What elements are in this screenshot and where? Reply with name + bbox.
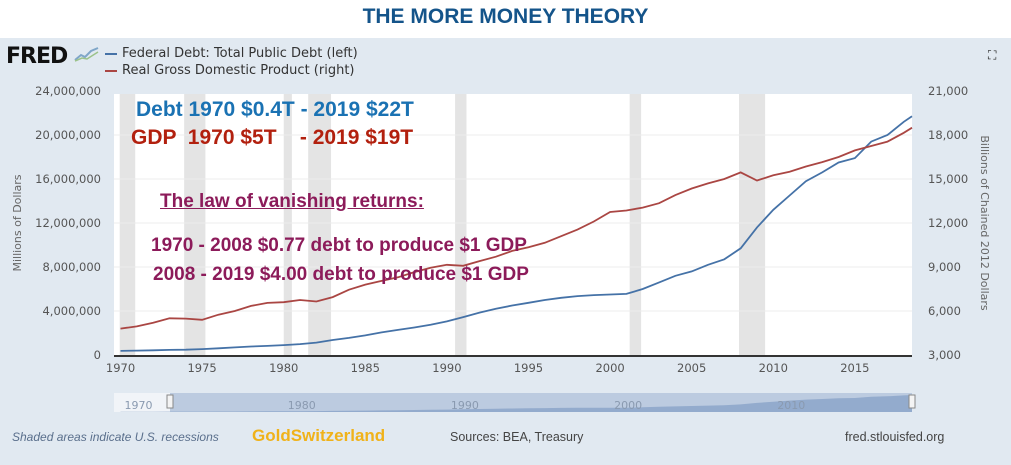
site-link[interactable]: fred.stlouisfed.org <box>845 430 945 444</box>
y-tick-right: 21,000 <box>928 84 968 98</box>
y-tick-left: 8,000,000 <box>42 260 101 274</box>
navigator-series <box>120 395 912 412</box>
x-tick: 2005 <box>677 361 706 375</box>
annotation-line1: 1970 - 2008 $0.77 debt to produce $1 GDP <box>151 235 527 256</box>
recession-band <box>283 94 292 355</box>
legend-swatch <box>105 52 117 55</box>
navigator-handle[interactable] <box>166 394 174 409</box>
recession-band <box>119 94 136 355</box>
series-line-debt <box>120 115 913 352</box>
recession-band <box>184 94 206 355</box>
recession-band <box>629 94 642 355</box>
y-tick-left: 24,000,000 <box>35 84 101 98</box>
y-tick-left: 4,000,000 <box>42 304 101 318</box>
y-axis-label-left: Millions of Dollars <box>11 174 24 271</box>
series-line-gdp <box>120 126 913 330</box>
recession-band <box>308 94 332 355</box>
y-tick-left: 12,000,000 <box>35 216 101 230</box>
navigator-tick: 2000 <box>614 399 642 412</box>
y-tick-left: 0 <box>94 348 101 362</box>
x-tick: 1990 <box>432 361 461 375</box>
recession-note: Shaded areas indicate U.S. recessions <box>12 430 219 444</box>
x-tick: 1975 <box>187 361 216 375</box>
fullscreen-icon[interactable]: ⛶ <box>988 48 997 62</box>
navigator-tick: 1970 <box>125 399 153 412</box>
x-tick: 1985 <box>351 361 380 375</box>
y-tick-right: 9,000 <box>928 260 961 274</box>
y-axis-label-right: Billions of Chained 2012 Dollars <box>978 135 991 311</box>
annotation-line2: 2008 - 2019 $4.00 debt to produce $1 GDP <box>153 264 529 285</box>
x-tick: 1970 <box>106 361 135 375</box>
sources-label: Sources: BEA, Treasury <box>450 430 584 444</box>
page-title: THE MORE MONEY THEORY <box>362 5 649 28</box>
x-tick: 2000 <box>595 361 624 375</box>
y-tick-right: 18,000 <box>928 128 968 142</box>
annotation-debt: Debt 1970 $0.4T - 2019 $22T <box>136 98 414 121</box>
recession-band <box>739 94 766 355</box>
sparkline-logo-icon <box>74 47 99 62</box>
navigator-tick: 2010 <box>777 399 805 412</box>
x-tick: 2015 <box>840 361 869 375</box>
x-tick: 1980 <box>269 361 298 375</box>
recession-band <box>455 94 467 355</box>
legend-label: Federal Debt: Total Public Debt (left) <box>122 46 358 61</box>
y-tick-right: 12,000 <box>928 216 968 230</box>
y-tick-left: 16,000,000 <box>35 172 101 186</box>
x-tick: 2010 <box>759 361 788 375</box>
annotation-heading: The law of vanishing returns: <box>160 191 424 212</box>
legend-label: Real Gross Domestic Product (right) <box>122 63 355 78</box>
legend-swatch <box>105 69 117 72</box>
fred-logo[interactable]: FRED <box>6 44 68 69</box>
y-tick-right: 15,000 <box>928 172 968 186</box>
navigator-tick: 1980 <box>288 399 316 412</box>
y-tick-right: 6,000 <box>928 304 961 318</box>
legend-item-debt[interactable]: Federal Debt: Total Public Debt (left) <box>105 46 358 61</box>
navigator-tick: 1990 <box>451 399 479 412</box>
annotation-gdp: GDP 1970 $5T - 2019 $19T <box>131 126 414 149</box>
y-tick-right: 3,000 <box>928 348 961 362</box>
y-tick-left: 20,000,000 <box>35 128 101 142</box>
legend-item-gdp[interactable]: Real Gross Domestic Product (right) <box>105 63 355 78</box>
brand-label: GoldSwitzerland <box>252 426 386 445</box>
x-tick: 1995 <box>514 361 543 375</box>
navigator-handle[interactable] <box>908 394 916 409</box>
